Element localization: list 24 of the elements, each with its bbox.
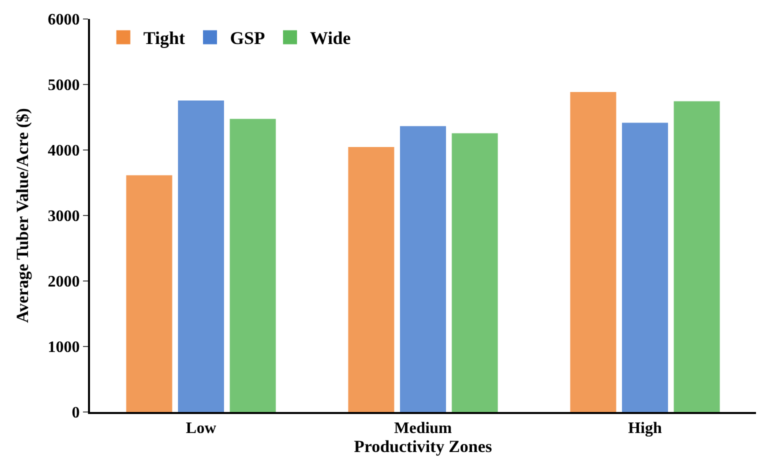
y-tick-label: 2000 [48,274,80,291]
legend-label: Tight [143,28,186,48]
y-tick-label: 3000 [48,208,80,226]
bar [126,175,172,412]
bar [452,133,498,412]
bar [178,100,224,412]
y-tick-label: 4000 [48,142,80,160]
bar [230,118,276,412]
legend-label: Wide [310,28,351,48]
y-tick-label: 6000 [48,12,80,29]
bar [674,101,720,412]
bar [570,92,616,412]
y-tick-label: 1000 [48,339,80,356]
x-tick-label: Low [186,420,217,438]
y-tick-label: 0 [72,404,80,422]
y-axis-title: Average Tuber Value/Acre ($) [12,108,32,323]
bar [622,122,668,412]
x-tick-label: Medium [394,420,453,438]
x-tick-label: High [628,420,662,438]
bar [400,126,446,412]
x-axis-title: Productivity Zones [354,437,492,456]
legend-label: GSP [230,28,266,48]
y-tick-label: 5000 [48,77,80,94]
bar [348,147,394,412]
